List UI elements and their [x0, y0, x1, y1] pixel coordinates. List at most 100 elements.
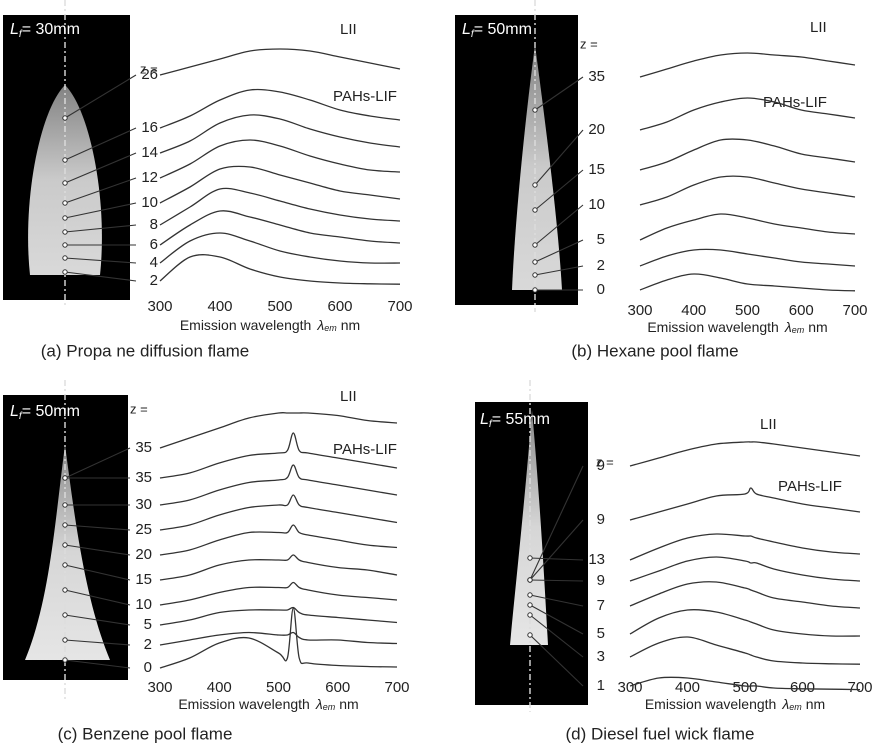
probe-point: [532, 207, 538, 213]
series-label: 2: [597, 257, 605, 274]
probe-point: [62, 522, 68, 528]
annotation: LII: [760, 416, 777, 433]
spectrum-curve: [639, 213, 856, 241]
annotation: PAHs-LIF: [333, 88, 397, 105]
series-label: 9: [597, 457, 605, 474]
series-label: 0: [597, 281, 605, 298]
spectrum-curve: [639, 138, 856, 171]
spectrum-curve: [629, 636, 861, 665]
series-label: 2: [150, 272, 158, 289]
spectrum-curve: [159, 631, 398, 646]
probe-point: [527, 632, 533, 638]
annotation: PAHs-LIF: [778, 478, 842, 495]
series-label: 1: [597, 677, 605, 694]
flame-symbol-sub: f: [19, 29, 23, 40]
z-label: z =: [596, 454, 614, 469]
x-tick-label: 700: [847, 679, 872, 696]
probe-point: [532, 242, 538, 248]
spectrum-curve: [159, 210, 401, 246]
x-axis-label: Emission wavelength λem nm: [647, 319, 827, 336]
series-label: 2: [144, 636, 152, 653]
probe-point: [62, 542, 68, 548]
probe-point: [62, 157, 68, 163]
series-label: 20: [588, 121, 605, 138]
connector: [529, 557, 584, 561]
probe-point: [62, 255, 68, 261]
annotation: LII: [340, 21, 357, 38]
connector: [529, 519, 584, 581]
x-tick-label: 700: [384, 679, 409, 696]
series-label: 10: [588, 196, 605, 213]
series-label: 35: [588, 68, 605, 85]
z-label: z =: [130, 401, 148, 416]
flame: [512, 45, 562, 290]
probe-point: [62, 502, 68, 508]
series-label: 6: [150, 236, 158, 253]
connector: [534, 169, 584, 211]
series-label: 9: [597, 511, 605, 528]
x-tick-label: 500: [732, 679, 757, 696]
x-tick-label: 400: [675, 679, 700, 696]
connector: [64, 202, 137, 219]
connector: [64, 659, 131, 669]
probe-point: [62, 229, 68, 235]
flame-length: = 50mm: [474, 21, 532, 38]
probe-point: [62, 200, 68, 206]
connector: [64, 524, 131, 531]
x-unit: nm: [339, 696, 358, 712]
flame: [510, 410, 548, 645]
spectrum-curve: [159, 554, 398, 581]
series-label: 12: [141, 169, 158, 186]
spectrum-curve: [159, 187, 401, 226]
series-label: 35: [135, 439, 152, 456]
probe-point: [62, 562, 68, 568]
spectrum-curve: [159, 254, 401, 285]
x-symbol-sub: em: [792, 325, 805, 335]
x-unit: nm: [806, 696, 825, 712]
x-symbol: λ: [781, 696, 789, 712]
connector: [534, 204, 584, 246]
probe-point: [62, 269, 68, 275]
panel: Lf= 55mm 300 400 500 600 700 Emission waveleng…: [480, 411, 873, 743]
connector: [64, 544, 131, 556]
caption: (c) Benzene pool flame: [58, 724, 233, 743]
connector: [64, 224, 137, 233]
probe-point: [62, 587, 68, 593]
annotation: PAHs-LIF: [333, 441, 397, 458]
connector: [529, 465, 584, 581]
flame-symbol-sub: f: [19, 411, 23, 422]
probe-point: [62, 612, 68, 618]
spectrum-curve: [159, 606, 398, 626]
connector: [64, 614, 131, 626]
spectrum-curve: [159, 411, 398, 449]
spectrum-curve: [159, 432, 398, 479]
spectrum-curve: [639, 97, 856, 131]
connector: [529, 614, 584, 658]
z-label: z =: [580, 36, 598, 51]
x-symbol-sub: em: [324, 323, 337, 333]
x-label: Emission wavelength: [180, 317, 312, 333]
series-label: 14: [141, 144, 158, 161]
connector: [534, 129, 584, 186]
connector: [534, 76, 584, 111]
series-label: 16: [141, 119, 158, 136]
flame-label: Lf= 50mm: [462, 21, 532, 39]
x-unit: nm: [808, 319, 827, 335]
x-tick-label: 600: [327, 298, 352, 315]
series-label: 8: [150, 216, 158, 233]
probe-point: [62, 657, 68, 663]
series-label: 20: [135, 546, 152, 563]
connector: [534, 265, 584, 276]
annotation: LII: [340, 388, 357, 405]
spectrum-curve: [629, 581, 861, 609]
spectrum-curve: [159, 114, 401, 154]
probe-point: [62, 242, 68, 248]
spectrum-curve: [159, 607, 398, 669]
x-tick-label: 700: [387, 298, 412, 315]
x-tick-label: 400: [207, 679, 232, 696]
x-tick-label: 500: [266, 679, 291, 696]
x-tick-label: 300: [147, 679, 172, 696]
series-label: 15: [135, 571, 152, 588]
